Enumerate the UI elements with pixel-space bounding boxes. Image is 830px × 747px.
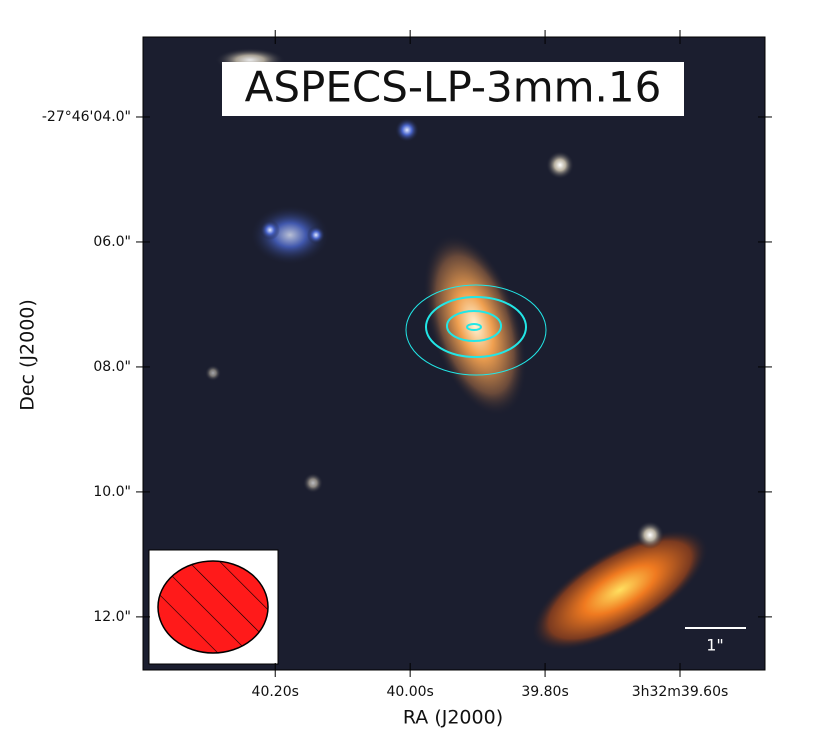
y-tick-label: 06.0" bbox=[93, 234, 131, 250]
plot-frame bbox=[142, 36, 766, 671]
y-tick-label: 10.0" bbox=[93, 484, 131, 500]
x-axis-label: RA (J2000) bbox=[403, 707, 503, 729]
scale-bar-label: 1" bbox=[706, 636, 724, 655]
beam bbox=[148, 549, 279, 665]
contours bbox=[405, 284, 547, 376]
x-tick-label: 40.00s bbox=[386, 684, 433, 700]
x-tick-label: 39.80s bbox=[521, 684, 568, 700]
y-tick-label: 12.0" bbox=[93, 609, 131, 625]
x-tick-label: 3h32m39.60s bbox=[632, 684, 729, 700]
y-tick-label: -27°46'04.0" bbox=[42, 109, 131, 125]
y-axis-label: Dec (J2000) bbox=[17, 299, 39, 411]
x-tick-label: 40.20s bbox=[252, 684, 299, 700]
title-box bbox=[222, 62, 684, 116]
chart-title: ASPECS-LP-3mm.16 bbox=[245, 63, 662, 112]
y-tick-label: 08.0" bbox=[93, 359, 131, 375]
